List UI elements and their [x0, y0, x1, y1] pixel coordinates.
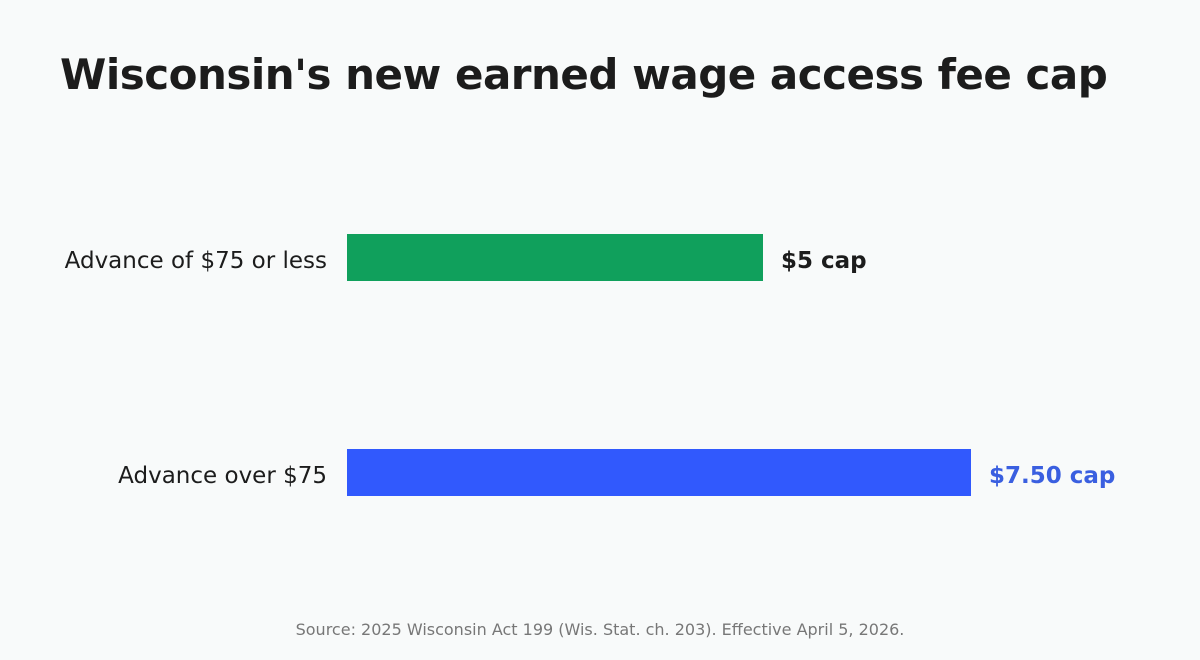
value-label: $5 cap	[781, 248, 867, 274]
value-label: $7.50 cap	[989, 463, 1115, 489]
source-note: Source: 2025 Wisconsin Act 199 (Wis. Sta…	[295, 620, 905, 639]
category-label: Advance of $75 or less	[65, 248, 327, 274]
chart-title: Wisconsin's new earned wage access fee c…	[60, 50, 1108, 99]
category-label: Advance over $75	[118, 463, 327, 489]
bar	[347, 449, 971, 496]
bar	[347, 234, 763, 281]
